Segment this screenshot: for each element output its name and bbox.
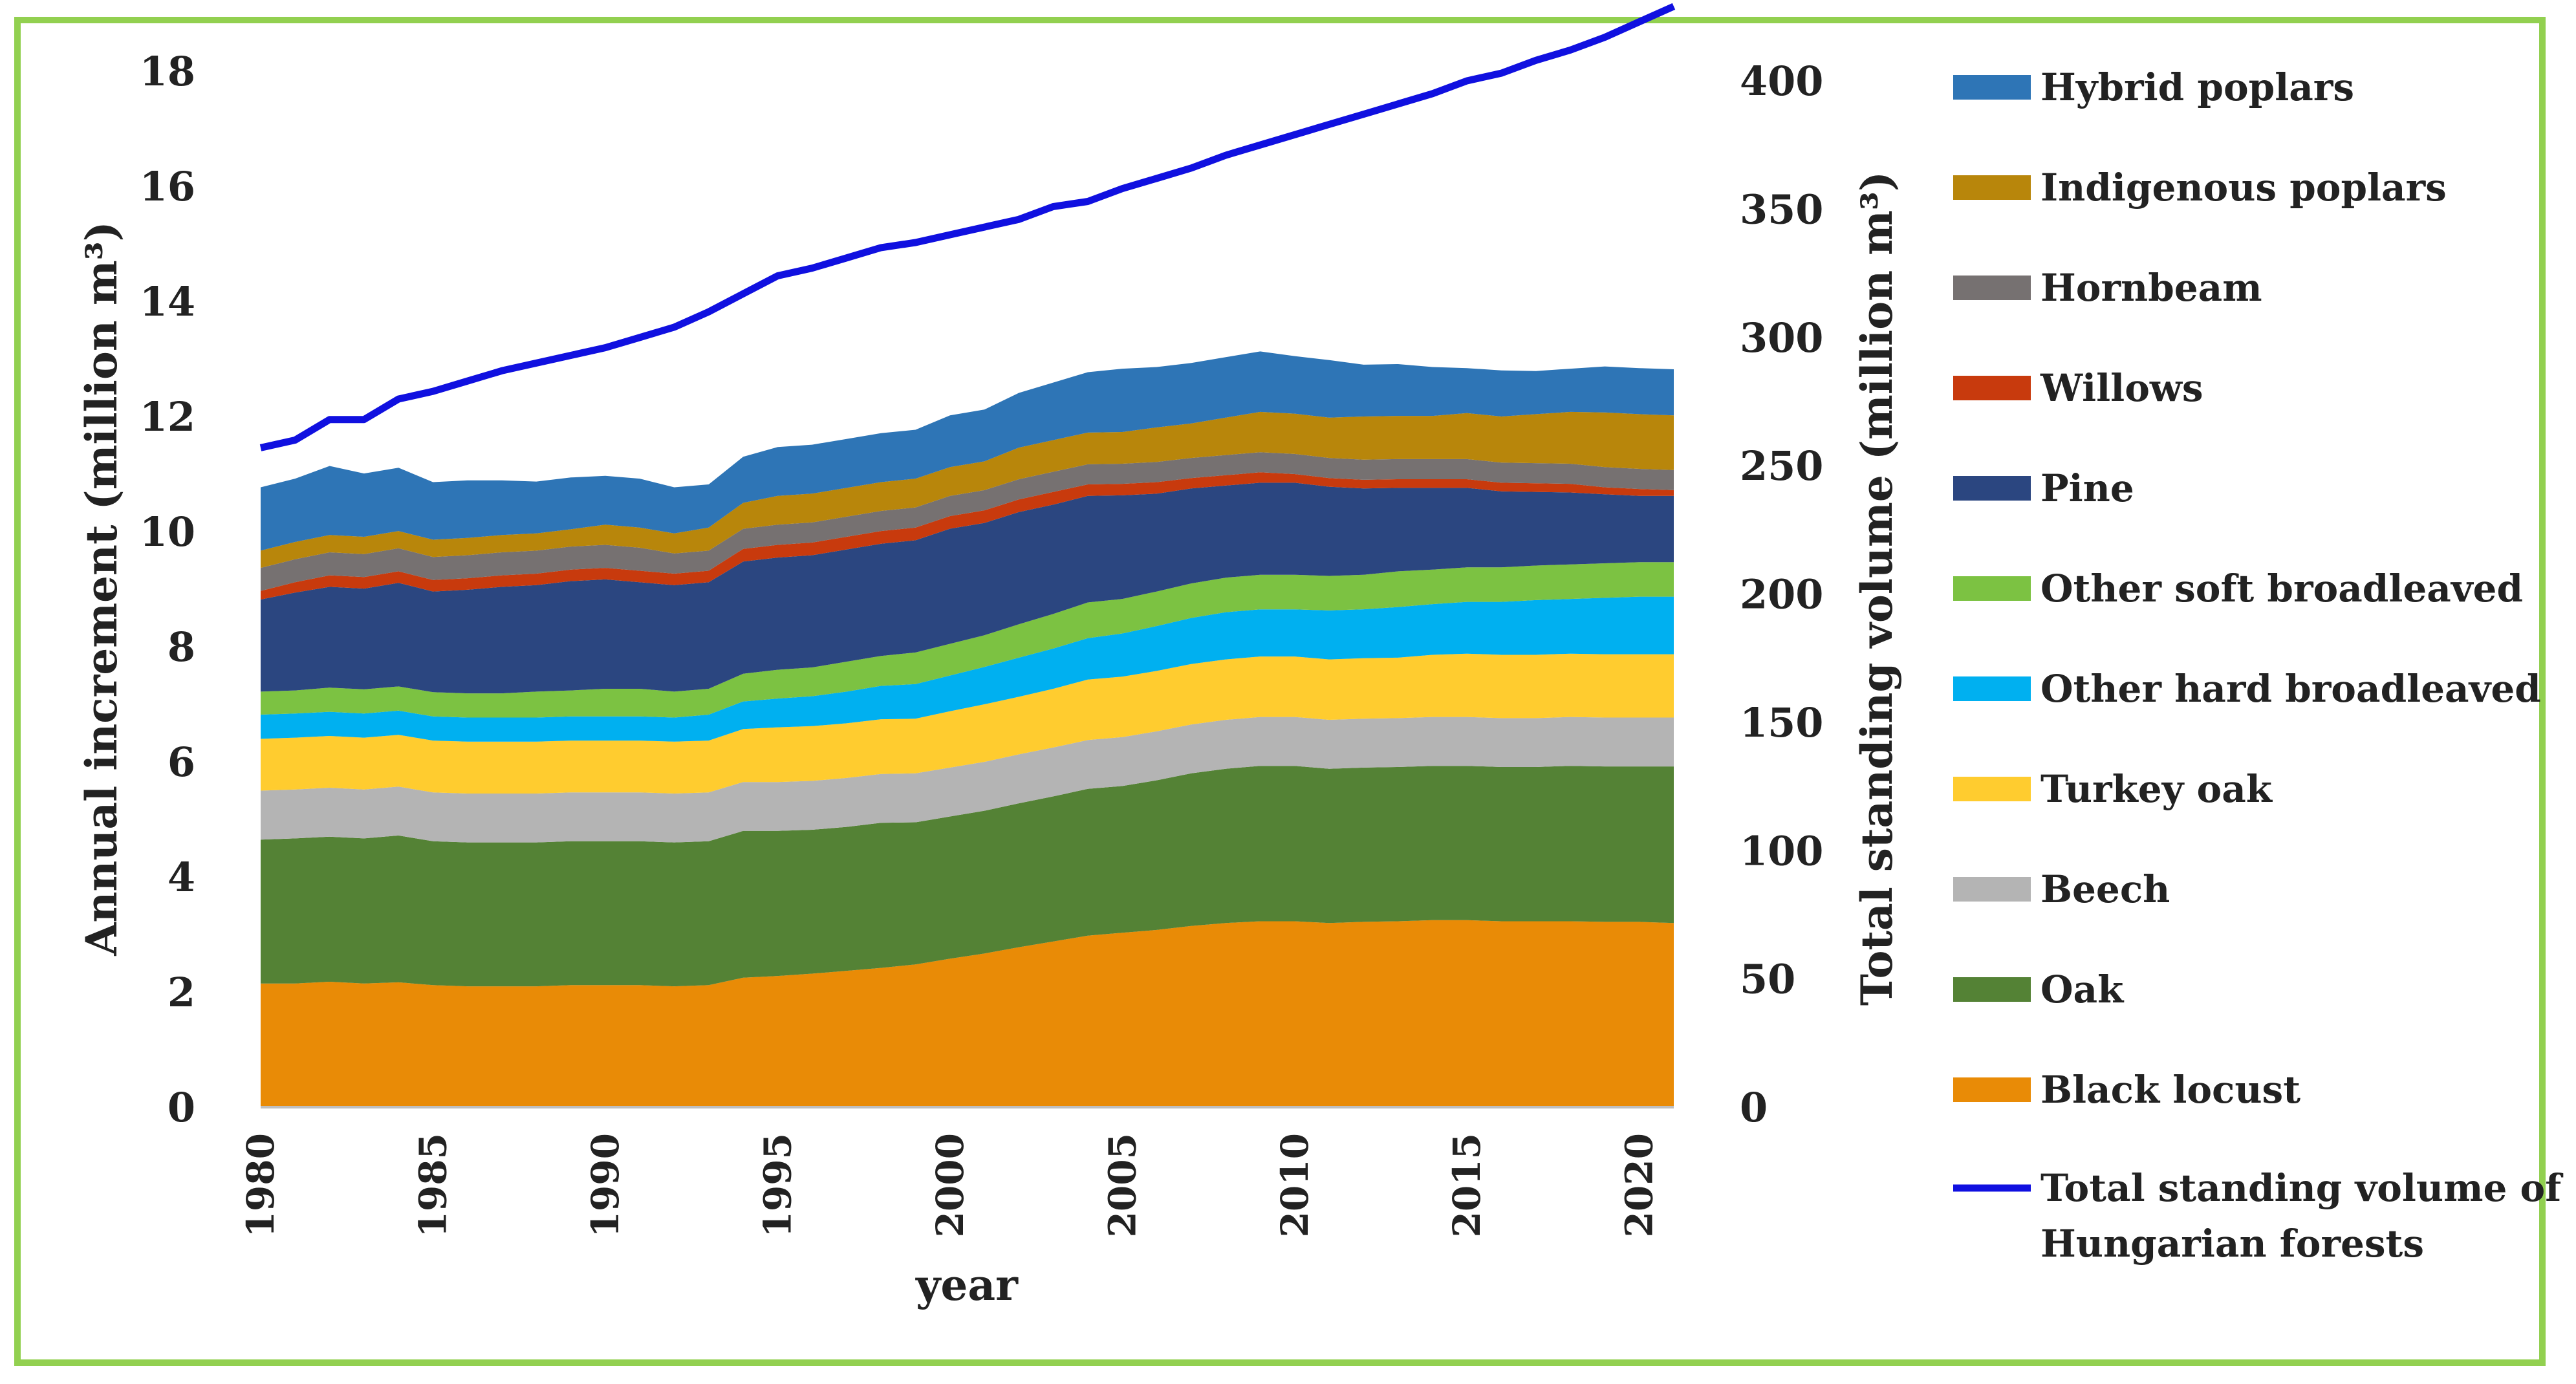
legend-label: Other soft broadleaved	[2040, 567, 2523, 611]
x-tick-label: 1995	[755, 1133, 799, 1237]
left-tick-label: 0	[168, 1084, 195, 1131]
right-tick-label: 0	[1740, 1084, 1768, 1131]
legend-label: Indigenous poplars	[2040, 166, 2447, 210]
legend-item-other-hard-broadleaved: Other hard broadleaved	[1953, 667, 2541, 711]
right-tick-label: 250	[1740, 442, 1823, 490]
area-turkey-oak	[261, 653, 1674, 794]
right-tick-label: 200	[1740, 571, 1823, 618]
right-tick-label: 50	[1740, 956, 1795, 1003]
area-indigenous-poplars	[261, 411, 1674, 568]
left-tick-label: 16	[140, 163, 195, 210]
legend-label: Turkey oak	[2040, 767, 2273, 811]
area-hybrid-poplars	[261, 351, 1674, 551]
area-other-hard-broadleaved	[261, 596, 1674, 742]
area-oak	[261, 766, 1674, 987]
legend-swatch	[1953, 376, 2031, 400]
legend-item-other-soft-broadleaved: Other soft broadleaved	[1953, 567, 2523, 611]
legend-swatch	[1953, 777, 2031, 801]
legend-item-indigenous-poplars: Indigenous poplars	[1953, 166, 2447, 210]
area-willows	[261, 472, 1674, 600]
right-tick-label: 150	[1740, 699, 1823, 746]
x-tick-label: 2015	[1445, 1133, 1489, 1237]
left-axis-ticks: 0 2 4 6 8 10 12 14 16 18	[140, 48, 195, 1131]
area-beech	[261, 717, 1674, 843]
right-axis-title: Total standing volume (million m³)	[1852, 171, 1902, 1006]
x-tick-label: 1980	[239, 1133, 283, 1237]
left-axis-title: Annual increment (million m³)	[76, 221, 127, 957]
legend-swatch	[1953, 877, 2031, 902]
legend-swatch	[1953, 476, 2031, 501]
legend: Hybrid poplars Indigenous poplars Hornbeam…	[1953, 65, 2564, 1266]
legend-label: Oak	[2040, 968, 2125, 1011]
legend-item-total-volume: Total standing volume of Hungarian forest…	[1953, 1166, 2564, 1266]
left-tick-label: 14	[140, 278, 195, 325]
area-pine	[261, 482, 1674, 694]
x-tick-label: 1985	[411, 1133, 455, 1237]
x-tick-label: 2000	[928, 1133, 972, 1237]
left-tick-label: 8	[168, 623, 195, 671]
legend-label: Other hard broadleaved	[2040, 667, 2541, 711]
legend-item-willows: Willows	[1953, 366, 2203, 410]
x-tick-label: 2020	[1618, 1133, 1661, 1237]
left-tick-label: 4	[168, 854, 195, 901]
legend-label: Total standing volume of	[2040, 1166, 2564, 1210]
right-tick-label: 100	[1740, 827, 1823, 874]
legend-item-pine: Pine	[1953, 466, 2134, 510]
legend-label: Pine	[2040, 466, 2134, 510]
left-tick-label: 6	[168, 739, 195, 786]
x-axis-ticks: 1980 1985 1990 1995 2000 2005 2010 2015 2020	[239, 1133, 1661, 1237]
area-black-locust	[261, 920, 1674, 1107]
total-volume-line	[259, 3, 1676, 451]
x-axis-title: year	[915, 1260, 1019, 1310]
right-axis-ticks: 0 50 100 150 200 250 300 350 400	[1740, 58, 1823, 1131]
legend-label: Hungarian forests	[2040, 1222, 2424, 1266]
area-other-soft-broadleaved	[261, 562, 1674, 718]
x-tick-label: 1990	[583, 1133, 627, 1237]
legend-label: Black locust	[2040, 1068, 2300, 1112]
legend-swatch	[1953, 576, 2031, 601]
legend-label: Beech	[2040, 867, 2170, 911]
legend-label: Hornbeam	[2040, 266, 2262, 310]
legend-swatch	[1953, 977, 2031, 1002]
legend-item-hornbeam: Hornbeam	[1953, 266, 2262, 310]
legend-label: Hybrid poplars	[2040, 65, 2354, 109]
legend-swatch	[1953, 1077, 2031, 1102]
legend-label: Willows	[2040, 366, 2203, 410]
legend-item-black-locust: Black locust	[1953, 1068, 2300, 1112]
left-tick-label: 2	[168, 969, 195, 1016]
left-tick-label: 18	[140, 48, 195, 95]
legend-item-beech: Beech	[1953, 867, 2170, 911]
legend-swatch	[1953, 276, 2031, 300]
legend-swatch	[1953, 175, 2031, 200]
legend-swatch	[1953, 676, 2031, 701]
legend-item-oak: Oak	[1953, 968, 2125, 1011]
stacked-areas	[261, 351, 1674, 1107]
right-tick-label: 350	[1740, 186, 1823, 233]
x-tick-label: 2005	[1100, 1133, 1144, 1237]
right-tick-label: 400	[1740, 58, 1823, 105]
legend-item-turkey-oak: Turkey oak	[1953, 767, 2273, 811]
left-tick-label: 12	[140, 393, 195, 440]
legend-swatch	[1953, 75, 2031, 100]
area-hornbeam	[261, 452, 1674, 591]
left-tick-label: 10	[140, 508, 195, 556]
right-tick-label: 300	[1740, 314, 1823, 362]
x-tick-label: 2010	[1273, 1133, 1317, 1237]
legend-item-hybrid-poplars: Hybrid poplars	[1953, 65, 2354, 109]
total-volume-polyline	[259, 3, 1676, 451]
